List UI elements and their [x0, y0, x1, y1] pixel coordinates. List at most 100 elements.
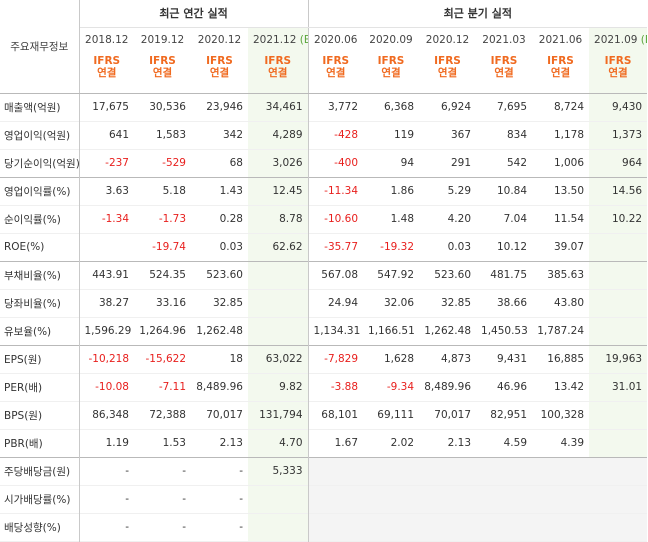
- period-label: 2020.06: [314, 33, 358, 46]
- value-cell: [532, 513, 590, 541]
- value-cell: [79, 233, 134, 261]
- value-cell: -19.32: [380, 241, 415, 253]
- table-row: 배당성향(%) - - -: [0, 513, 648, 541]
- value-cell: 63,022: [248, 344, 309, 373]
- value-cell: 3,772: [327, 101, 359, 113]
- value-cell: 7,695: [496, 101, 528, 113]
- value-cell: 69,111: [377, 409, 415, 421]
- value-cell: -10,218: [79, 344, 134, 373]
- value-cell: 18: [191, 344, 248, 373]
- value-cell: 342: [222, 129, 243, 141]
- value-cell: 641: [108, 129, 129, 141]
- ifrs-standard-label: IFRS 연결: [419, 52, 477, 94]
- ifrs-standard-label: IFRS 연결: [191, 52, 248, 94]
- value-cell: -: [239, 521, 243, 533]
- value-cell: 2.02: [390, 437, 415, 449]
- ifrs-label: IFRS: [264, 55, 292, 67]
- value-cell: -35.77: [324, 241, 359, 253]
- period-label: 2020.12: [425, 33, 470, 46]
- value-cell: 10.12: [496, 241, 528, 253]
- value-cell: 1,264.96: [139, 325, 186, 337]
- value-cell: 0.28: [219, 213, 243, 225]
- value-cell: 481.75: [476, 260, 533, 289]
- value-cell: 3.63: [79, 176, 134, 205]
- value-cell: [308, 513, 364, 541]
- value-cell: -: [239, 493, 243, 505]
- value-cell: 39.07: [553, 241, 585, 253]
- value-cell: -3.88: [330, 381, 359, 393]
- value-cell: 13.42: [553, 381, 585, 393]
- value-cell: 19,963: [589, 344, 648, 373]
- value-cell: 62.62: [248, 233, 309, 261]
- value-cell: 30,536: [149, 101, 186, 113]
- row-label: 주당배당금(원): [0, 456, 80, 485]
- row-label: 영업이익(억원): [0, 121, 80, 149]
- value-cell: 2.13: [447, 437, 472, 449]
- value-cell: 13.50: [532, 176, 590, 205]
- value-cell: -10.60: [324, 213, 359, 225]
- value-cell: 70,017: [206, 409, 243, 421]
- period-header: 2021.09 (E): [589, 27, 648, 52]
- ifrs-label: IFRS: [93, 55, 121, 67]
- value-cell: 31.01: [589, 373, 648, 401]
- row-label: 당좌비율(%): [0, 289, 80, 317]
- consolidated-label: 연결: [437, 67, 458, 79]
- value-cell: 291: [450, 157, 472, 169]
- value-cell: 9,431: [476, 344, 533, 373]
- value-cell: 1,006: [553, 157, 585, 169]
- estimate-tag: (E): [640, 33, 647, 46]
- value-cell: 8,489.96: [424, 381, 472, 393]
- value-cell: 8,724: [553, 101, 585, 113]
- row-label: ROE(%): [0, 233, 80, 261]
- row-label: BPS(원): [0, 401, 80, 429]
- value-cell: 6,924: [440, 101, 472, 113]
- period-header: 2020.06: [308, 27, 363, 52]
- value-cell: 82,951: [490, 409, 528, 421]
- value-cell: [308, 485, 364, 513]
- table-row: 영업이익(억원) 641 1,583 342 4,289 -428 119 367 834 1,1…: [0, 121, 648, 149]
- row-label: 영업이익률(%): [0, 176, 80, 205]
- value-cell: 0.03: [219, 241, 243, 253]
- table-row: PER(배) -10.08 -7.11 8,489.96 9.82 -3.88 -9.34 8…: [0, 373, 648, 401]
- value-cell: [532, 456, 590, 485]
- value-cell: 542: [506, 157, 528, 169]
- value-cell: -9.34: [386, 381, 415, 393]
- value-cell: 4.20: [447, 213, 472, 225]
- value-cell: [248, 260, 309, 289]
- value-cell: [532, 485, 590, 513]
- value-cell: 524.35: [134, 260, 191, 289]
- value-cell: [363, 513, 420, 541]
- period-label: 2021.12: [253, 33, 297, 46]
- value-cell: [476, 513, 533, 541]
- ifrs-standard-label: IFRS 연결: [308, 52, 364, 94]
- value-cell: 1,262.48: [196, 325, 243, 337]
- value-cell: 100,328: [540, 409, 585, 421]
- ifrs-standard-label: IFRS 연결: [532, 52, 590, 94]
- value-cell: [363, 456, 420, 485]
- value-cell: [589, 289, 648, 317]
- value-cell: 46.96: [496, 381, 528, 393]
- value-cell: -400: [334, 157, 359, 169]
- value-cell: 834: [506, 129, 528, 141]
- value-cell: 68: [229, 157, 243, 169]
- value-cell: -: [125, 521, 129, 533]
- row-label: 시가배당률(%): [0, 485, 80, 513]
- period-header: 2021.06: [532, 27, 589, 52]
- value-cell: 43.80: [553, 297, 585, 309]
- period-header: 2020.12: [191, 27, 248, 52]
- period-label: 2021.09: [594, 33, 638, 46]
- value-cell: 1.19: [105, 437, 129, 449]
- ifrs-label: IFRS: [149, 55, 176, 67]
- value-cell: 8,489.96: [196, 381, 243, 393]
- row-label: 당기순이익(억원): [0, 149, 80, 177]
- value-cell: 72,388: [149, 409, 186, 421]
- row-label: 매출액(억원): [0, 93, 80, 121]
- row-label: PBR(배): [0, 429, 80, 457]
- consolidated-label: 연결: [209, 67, 230, 79]
- consolidated-label: 연결: [381, 67, 401, 79]
- value-cell: 32.06: [383, 297, 415, 309]
- value-cell: -7.11: [158, 381, 186, 393]
- value-cell: 6,368: [383, 101, 415, 113]
- table-row: 당기순이익(억원) -237 -529 68 3,026 -400 94 291 542 1,00…: [0, 149, 648, 177]
- value-cell: 1.48: [390, 213, 415, 225]
